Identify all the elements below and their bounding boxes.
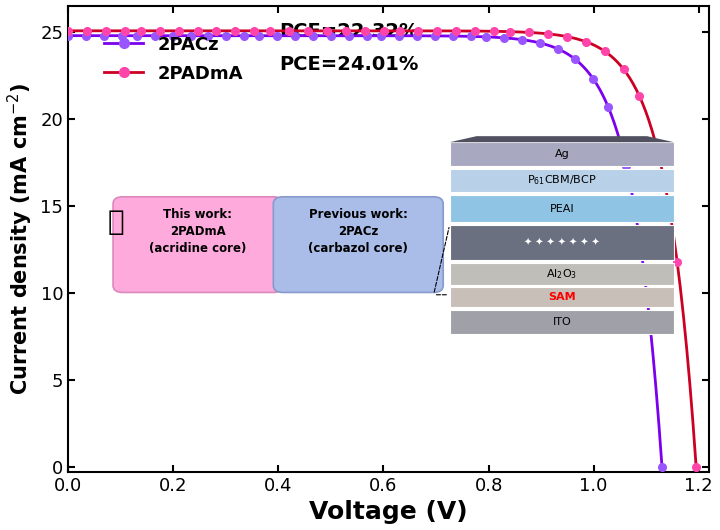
FancyBboxPatch shape bbox=[449, 169, 674, 192]
FancyBboxPatch shape bbox=[274, 197, 444, 293]
Text: ITO: ITO bbox=[552, 317, 571, 328]
X-axis label: Voltage (V): Voltage (V) bbox=[310, 500, 468, 525]
Text: PCE=24.01%: PCE=24.01% bbox=[280, 55, 419, 74]
Text: ✦ ✦ ✦ ✦ ✦ ✦ ✦: ✦ ✦ ✦ ✦ ✦ ✦ ✦ bbox=[524, 237, 600, 248]
Text: 👍: 👍 bbox=[108, 208, 125, 236]
Text: This work:
2PADmA
(acridine core): This work: 2PADmA (acridine core) bbox=[149, 208, 246, 255]
Polygon shape bbox=[449, 136, 674, 142]
FancyBboxPatch shape bbox=[449, 142, 674, 166]
FancyBboxPatch shape bbox=[449, 263, 674, 286]
Text: PCE=22.32%: PCE=22.32% bbox=[280, 22, 419, 41]
FancyBboxPatch shape bbox=[449, 225, 674, 260]
Text: PEAI: PEAI bbox=[549, 204, 574, 214]
FancyBboxPatch shape bbox=[113, 197, 283, 293]
Text: Previous work:
2PACz
(carbazol core): Previous work: 2PACz (carbazol core) bbox=[308, 208, 408, 255]
FancyBboxPatch shape bbox=[449, 196, 674, 223]
Text: Ag: Ag bbox=[554, 149, 570, 160]
FancyBboxPatch shape bbox=[449, 287, 674, 307]
Legend: 2PACz, 2PADmA: 2PACz, 2PADmA bbox=[96, 29, 251, 90]
FancyBboxPatch shape bbox=[449, 310, 674, 334]
Text: SAM: SAM bbox=[548, 293, 575, 302]
Text: Al$_2$O$_3$: Al$_2$O$_3$ bbox=[546, 267, 577, 281]
Y-axis label: Current density (mA cm$^{-2}$): Current density (mA cm$^{-2}$) bbox=[6, 83, 35, 395]
Text: P$_{61}$CBM/BCP: P$_{61}$CBM/BCP bbox=[527, 174, 597, 188]
